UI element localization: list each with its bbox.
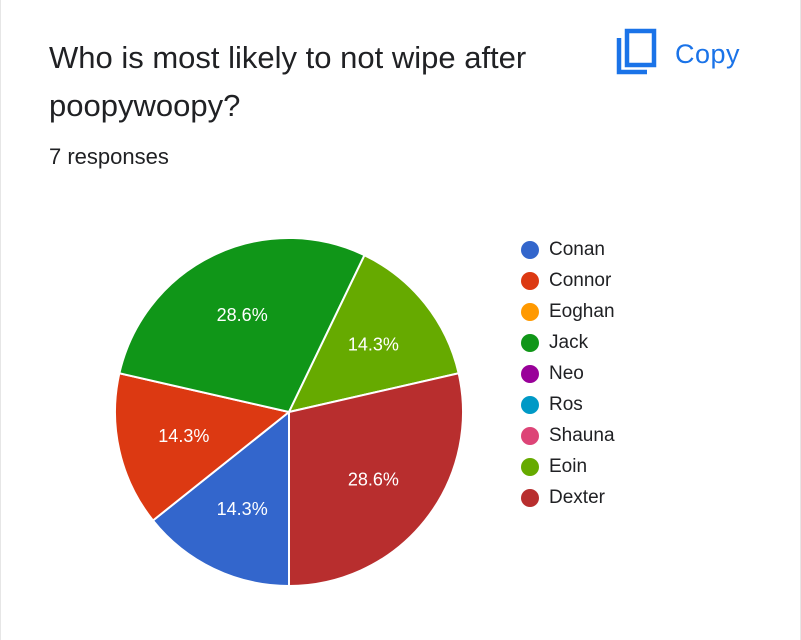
legend-item-conan[interactable]: Conan xyxy=(521,234,615,265)
pie-label-dexter: 28.6% xyxy=(348,469,399,489)
legend-label: Dexter xyxy=(549,486,605,508)
response-count: 7 responses xyxy=(49,144,169,169)
pie-label-eoin: 14.3% xyxy=(348,335,399,355)
copy-label: Copy xyxy=(675,38,741,69)
legend-swatch xyxy=(521,240,539,259)
legend-item-shauna[interactable]: Shauna xyxy=(521,420,615,451)
legend-label: Shauna xyxy=(549,424,615,446)
legend-item-ros[interactable]: Ros xyxy=(521,389,615,420)
legend-swatch xyxy=(521,488,539,507)
legend-swatch xyxy=(521,457,539,476)
pie-label-jack: 28.6% xyxy=(217,305,268,325)
pie-slice-conan[interactable] xyxy=(151,409,290,588)
legend-label: Connor xyxy=(549,269,612,291)
legend-swatch xyxy=(521,426,539,445)
legend-item-dexter[interactable]: Dexter xyxy=(521,482,615,513)
pie-slice-eoin[interactable] xyxy=(287,253,460,414)
legend-swatch xyxy=(521,271,539,290)
pie-slice-jack[interactable] xyxy=(118,237,366,414)
legend-item-neo[interactable]: Neo xyxy=(521,358,615,389)
pie-chart: 14.3% 14.3% 28.6% 14.3% 28.6% xyxy=(114,237,464,588)
legend-swatch xyxy=(521,333,539,352)
pie-label-conan: 14.3% xyxy=(217,499,268,519)
legend-swatch xyxy=(521,364,539,383)
legend-label: Conan xyxy=(549,238,605,260)
pie-label-connor: 14.3% xyxy=(158,426,209,446)
legend-label: Eoin xyxy=(549,455,588,477)
pie-slice-connor[interactable] xyxy=(114,372,292,522)
legend-item-eoin[interactable]: Eoin xyxy=(521,451,615,482)
legend-item-jack[interactable]: Jack xyxy=(521,327,615,358)
legend-label: Neo xyxy=(549,362,584,384)
pie-slice-dexter[interactable] xyxy=(288,372,464,588)
copy-button[interactable]: Copy xyxy=(615,28,755,80)
question-title: Who is most likely to not wipe after poo… xyxy=(49,40,527,123)
legend-label: Eoghan xyxy=(549,300,615,322)
copy-icon xyxy=(615,28,659,81)
legend-swatch xyxy=(521,395,539,414)
legend-item-connor[interactable]: Connor xyxy=(521,265,615,296)
legend-label: Jack xyxy=(549,331,589,353)
chart-legend: Conan Connor Eoghan Jack Neo Ros Shauna Eoin Dex… xyxy=(521,234,615,513)
legend-label: Ros xyxy=(549,393,583,415)
legend-swatch xyxy=(521,302,539,321)
legend-item-eoghan[interactable]: Eoghan xyxy=(521,296,615,327)
